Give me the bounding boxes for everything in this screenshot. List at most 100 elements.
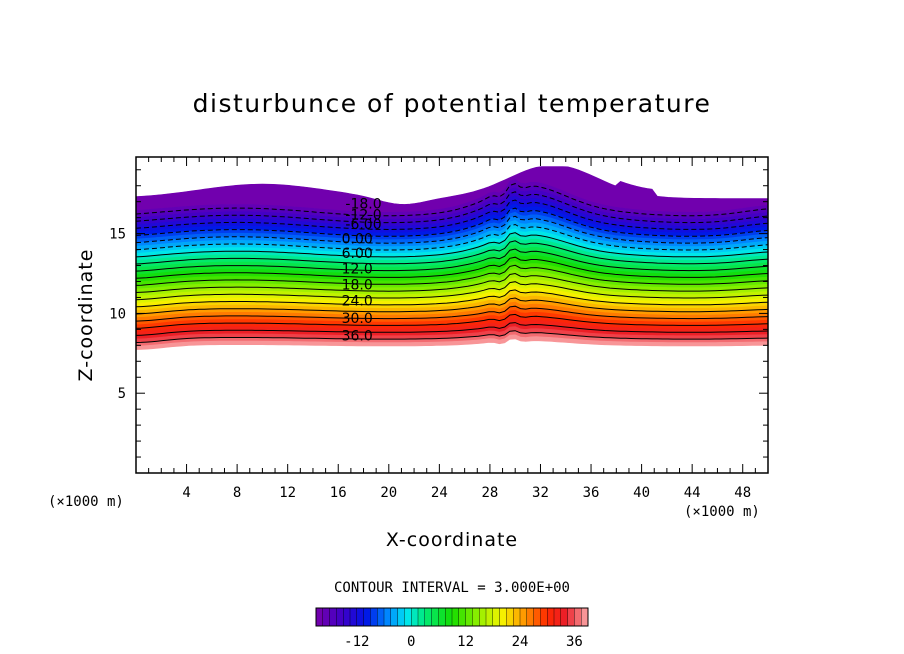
y-tick-label: 15 [109, 227, 126, 243]
x-tick-label: 12 [279, 485, 296, 501]
x-tick-label: 40 [633, 485, 650, 501]
colorbar-swatch [322, 607, 331, 627]
colorbar-swatch [492, 607, 501, 627]
colorbar-swatch [445, 607, 453, 627]
contour-line-18 [135, 330, 769, 343]
colorbar-swatch [363, 607, 371, 627]
colorbar-swatch [567, 607, 575, 627]
colorbar-swatch [533, 607, 541, 627]
colorbar-swatch [540, 607, 548, 627]
colorbar-swatch [472, 607, 480, 627]
colorbar-swatch [315, 607, 324, 627]
colorbar-swatch [424, 607, 433, 627]
x-unit-label-right: (×1000 m) [684, 504, 760, 520]
contour-line-16 [135, 313, 769, 329]
x-tick-label: 8 [233, 485, 241, 501]
contour-label: 6.00 [342, 246, 373, 262]
colorbar-swatch [458, 607, 467, 627]
colorbar-swatch [560, 607, 569, 627]
contour-line-7 [135, 240, 769, 265]
contour-line-2 [135, 199, 769, 231]
colorbar-swatch [499, 607, 507, 627]
colorbar-swatch [479, 607, 487, 627]
colorbar-swatch [485, 607, 494, 627]
colorbar-frame [315, 607, 589, 627]
x-tick-label: 44 [684, 485, 701, 501]
contour-line-13 [135, 289, 769, 308]
y-tick-label: 5 [118, 386, 126, 402]
contour-lines [135, 183, 769, 343]
contour-label: 0.00 [342, 231, 373, 247]
x-axis-label: X-coordinate [386, 529, 518, 551]
contour-line-12 [135, 281, 769, 301]
colorbar-tick-labels: -12 0 12 24 36 [344, 634, 583, 650]
contour-line-15 [135, 305, 769, 322]
colorbar-swatch [581, 607, 589, 627]
contour-line-14 [135, 297, 769, 315]
x-tick-label: 48 [734, 485, 751, 501]
colorbar-swatch [526, 607, 535, 627]
contour-line-8 [135, 248, 769, 272]
x-unit-label-left: (×1000 m) [48, 494, 124, 510]
colorbar-swatch [574, 607, 582, 627]
colorbar-swatch [370, 607, 378, 627]
colorbar-swatch [417, 607, 426, 627]
y-axis-label: Z-coordinate [75, 249, 97, 382]
colorbar-swatch [506, 607, 514, 627]
contour-line-0 [135, 183, 769, 217]
colorbar-swatch [343, 607, 351, 627]
x-tick-label: 16 [330, 485, 347, 501]
colorbar-swatch [329, 607, 337, 627]
colorbar-swatch [465, 607, 473, 627]
colorbar-swatch [404, 607, 412, 627]
contour-label: -6.00 [345, 217, 381, 233]
contour-label: -18.0 [345, 196, 381, 212]
colorbar-swatch [547, 607, 555, 627]
colorbar-swatches [315, 607, 589, 627]
colorbar-swatch [519, 607, 528, 627]
colorbar-swatch [336, 607, 344, 627]
colorbar: -12 0 12 24 36 [315, 607, 589, 650]
colorbar-swatch [513, 607, 521, 627]
colorbar-swatch [438, 607, 446, 627]
contour-line-4 [135, 215, 769, 244]
colorbar-swatch [431, 607, 439, 627]
x-tick-label: 32 [532, 485, 549, 501]
contour-line-6 [135, 232, 769, 258]
colorbar-swatch [451, 607, 460, 627]
contour-label: 24.0 [342, 294, 373, 310]
colorbar-swatch [390, 607, 399, 627]
colorbar-tick-label: 0 [407, 634, 415, 650]
x-tick-label: 28 [481, 485, 498, 501]
colorbar-tick-label: 24 [512, 634, 529, 650]
contour-line-10 [135, 264, 769, 286]
colorbar-swatch [356, 607, 365, 627]
contour-label: 12.0 [342, 262, 373, 278]
colorbar-tick-label: -12 [344, 634, 369, 650]
colorbar-swatch [553, 607, 562, 627]
contour-line-11 [135, 272, 769, 293]
contour-label: 30.0 [342, 311, 373, 327]
colorbar-tick-label: 12 [457, 634, 474, 650]
x-tick-label: 24 [431, 485, 448, 501]
colorbar-swatch [383, 607, 392, 627]
x-tick-label: 20 [380, 485, 397, 501]
contour-label: 18.0 [342, 278, 373, 294]
contour-line-17 [135, 322, 769, 336]
colorbar-tick-label: 36 [566, 634, 583, 650]
contour-label: -12.0 [345, 207, 381, 223]
contour-line-1 [135, 191, 769, 224]
x-tick-label: 36 [583, 485, 600, 501]
y-tick-label: 10 [109, 306, 126, 322]
colorbar-swatch [411, 607, 419, 627]
x-tick-label: 4 [182, 485, 190, 501]
colorbar-swatch [377, 607, 385, 627]
contour-line-3 [135, 207, 769, 237]
contour-line-9 [135, 256, 769, 279]
colorbar-swatch [397, 607, 405, 627]
colorbar-swatch [349, 607, 358, 627]
contour-line-5 [135, 223, 769, 251]
